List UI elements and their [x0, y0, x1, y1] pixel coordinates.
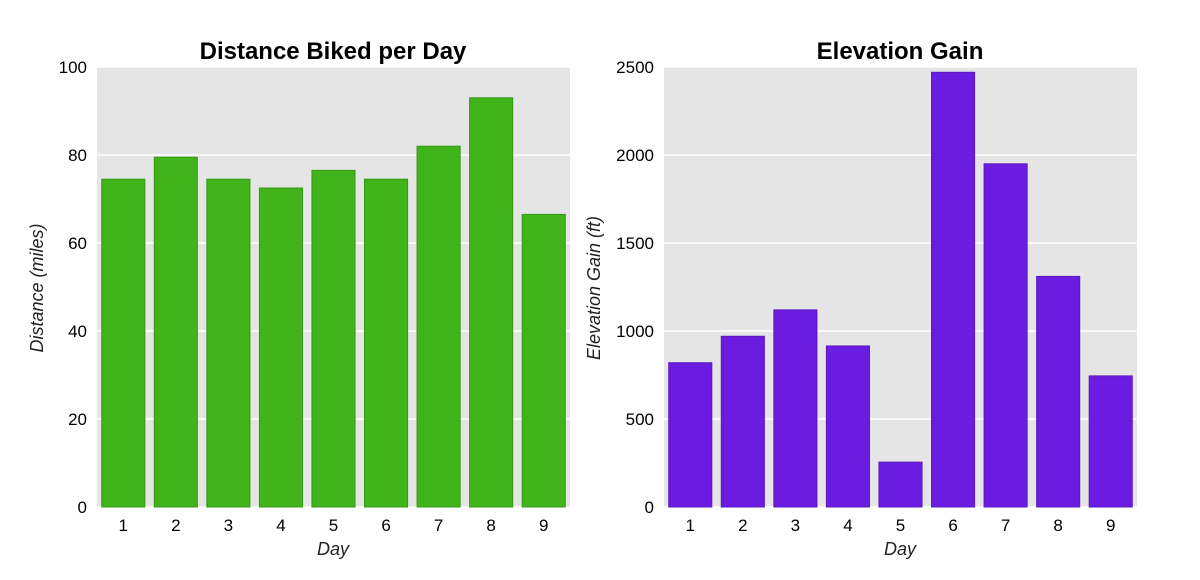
bar: [258, 187, 303, 508]
x-tick-label: 7: [1001, 516, 1010, 535]
y-tick-label: 1500: [616, 234, 654, 253]
x-tick-label: 3: [224, 516, 233, 535]
chart-title: Elevation Gain: [817, 38, 984, 65]
bar: [364, 178, 409, 508]
y-axis-label: Distance (miles): [27, 223, 47, 352]
x-tick-label: 7: [434, 516, 443, 535]
x-tick-label: 4: [276, 516, 285, 535]
x-tick-label: 1: [119, 516, 128, 535]
x-tick-label: 6: [948, 516, 957, 535]
bar: [1036, 275, 1081, 508]
bar: [521, 213, 566, 508]
y-tick-label: 2500: [616, 58, 654, 77]
x-tick-label: 6: [381, 516, 390, 535]
y-tick-label: 100: [59, 58, 87, 77]
bar: [878, 461, 923, 508]
x-tick-label: 5: [896, 516, 905, 535]
bar: [720, 335, 765, 508]
x-tick-label: 9: [539, 516, 548, 535]
elevation-chart: Elevation Gain Day Elevation Gain (ft) 0…: [584, 38, 1137, 559]
y-tick-label: 0: [78, 498, 87, 517]
bar: [101, 178, 146, 508]
x-axis-label: Day: [317, 539, 350, 559]
y-tick-label: 1000: [616, 322, 654, 341]
x-tick-label: 2: [738, 516, 747, 535]
x-tick-label: 9: [1106, 516, 1115, 535]
bar: [416, 145, 461, 508]
y-tick-label: 2000: [616, 146, 654, 165]
x-axis-label: Day: [884, 539, 917, 559]
y-axis-label: Elevation Gain (ft): [584, 216, 604, 360]
y-tick-label: 500: [626, 410, 654, 429]
x-tick-label: 1: [686, 516, 695, 535]
x-tick-label: 3: [791, 516, 800, 535]
y-tick-label: 80: [68, 146, 87, 165]
bar: [153, 156, 198, 508]
chart-title: Distance Biked per Day: [200, 38, 467, 65]
bar: [668, 362, 713, 508]
x-tick-label: 4: [843, 516, 852, 535]
x-tick-label: 5: [329, 516, 338, 535]
bar: [773, 309, 818, 508]
x-tick-label: 8: [1053, 516, 1062, 535]
bar: [311, 169, 356, 508]
bar: [469, 97, 514, 508]
x-tick-label: 8: [486, 516, 495, 535]
bar: [206, 178, 251, 508]
x-tick-label: 2: [171, 516, 180, 535]
y-tick-label: 0: [645, 498, 654, 517]
distance-chart: Distance Biked per Day Day Distance (mil…: [27, 38, 570, 559]
y-tick-label: 40: [68, 322, 87, 341]
bar: [1088, 375, 1133, 508]
bar: [825, 345, 870, 508]
y-tick-label: 20: [68, 410, 87, 429]
bar: [931, 71, 976, 508]
bar: [983, 163, 1028, 508]
y-tick-label: 60: [68, 234, 87, 253]
